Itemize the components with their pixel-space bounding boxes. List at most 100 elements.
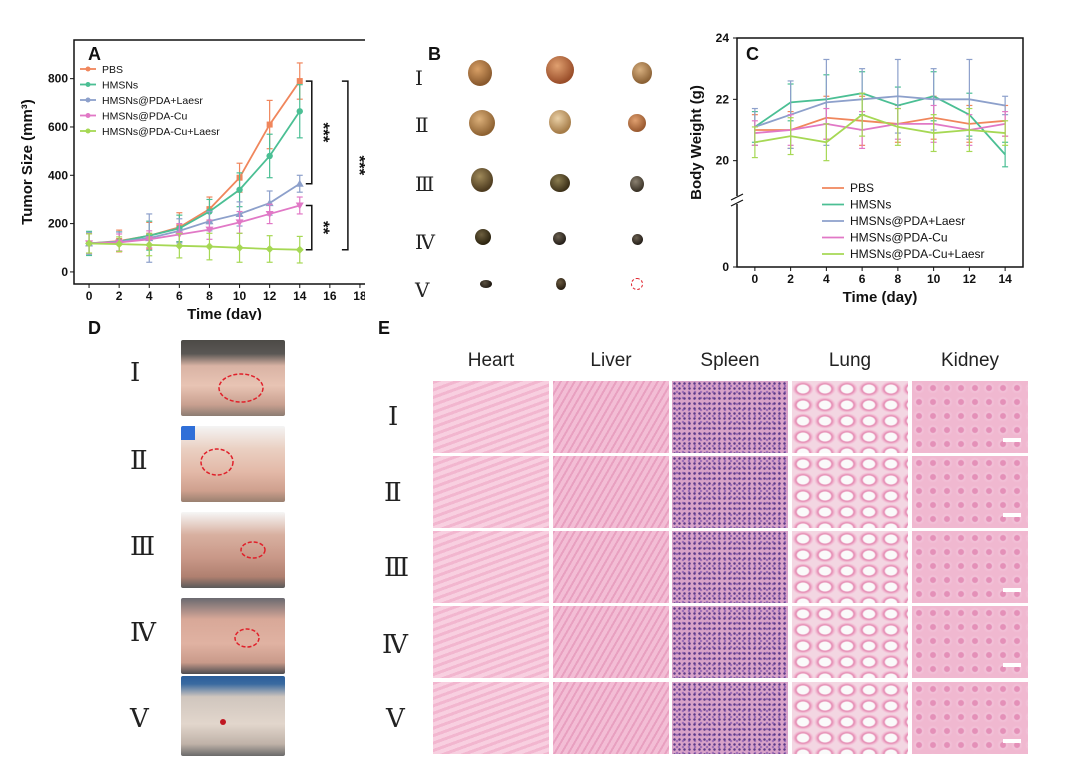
legend-marker [85,82,91,87]
data-point [115,240,124,249]
plot-frame [736,37,1024,268]
organ-heading-spleen: Spleen [700,350,760,371]
data-point [266,121,273,128]
legend-marker [85,97,91,103]
tumor-1-3 [632,62,652,84]
x-tick-label: 8 [895,272,902,286]
axis-break-gap [731,196,743,204]
histology-tile-liver-2 [553,456,669,528]
legend-label: HMSNs@PDA+Laesr [102,95,203,107]
histology-tile-heart-3 [433,531,549,603]
y-tick-label: 22 [716,92,730,106]
data-point [236,186,243,193]
histo-row-label-2: Ⅱ [384,478,402,508]
axis-break-mark [730,199,744,207]
histology-tile-lung-3 [792,531,908,603]
tumor-3-2 [550,174,570,192]
chart-a: 0 2 4 6 8 10 12 14 16 18 0 200 400 600 800 Time (day) Tu… [19,39,365,320]
row-label-2: Ⅱ [415,113,429,137]
data-point [296,108,303,115]
histology-tile-heart-1 [433,381,549,453]
data-point [205,242,214,251]
tumor-4-3 [632,234,643,245]
histology-tile-kidney-5 [912,682,1028,754]
histology-tile-kidney-1 [912,381,1028,453]
organ-heading-kidney: Kidney [940,350,1000,371]
mouse-label-3: Ⅲ [130,532,156,562]
legend-label: HMSNs@PDA-Cu [102,111,187,123]
legend-label: HMSNs@PDA+Laesr [850,214,965,228]
organ-heading-lung: Lung [828,350,872,371]
y-tick-label: 24 [716,31,730,45]
y-tick-label: 800 [48,72,68,86]
row-label-3: Ⅲ [415,172,435,196]
histology-tile-kidney-2 [912,456,1028,528]
legend-label: PBS [850,181,874,195]
row-label-1: Ⅰ [415,66,423,90]
mouse-photo-3 [181,512,285,588]
row-label-4: Ⅳ [415,230,435,254]
mouse-photo-4 [181,598,285,674]
mouse-photo-1 [181,340,285,416]
histology-tile-liver-1 [553,381,669,453]
histology-tile-heart-4 [433,606,549,678]
data-point [265,210,274,218]
y-axis-title: Body Weight (g) [688,85,705,200]
tumor-3-3 [630,176,644,192]
data-point [145,240,154,249]
scale-bar [1003,513,1021,517]
significance-bracket [341,80,349,251]
x-tick-label: 12 [963,272,977,286]
tumor-3-1 [471,168,493,192]
legend-label: HMSNs [102,80,138,92]
x-tick-label: 6 [176,289,183,303]
tumor-4-1 [475,229,491,245]
legend-label: HMSNs [850,198,891,212]
tumor-2-3 [628,114,646,132]
data-point [205,226,214,234]
x-tick-label: 18 [353,289,365,303]
histology-tile-spleen-3 [672,531,788,603]
histology-tile-kidney-3 [912,531,1028,603]
significance-label: ** [314,221,333,235]
tumor-5-3-absent [631,278,643,290]
x-tick-label: 10 [233,289,247,303]
plot-frame [73,39,365,285]
scale-bar [1003,663,1021,667]
significance-bracket [305,80,313,185]
series-line-0 [754,116,1006,131]
histology-tile-lung-5 [792,682,908,754]
tumor-1-2 [546,56,574,84]
x-axis-title: Time (day) [843,289,918,306]
data-point [235,219,244,227]
histo-row-label-3: Ⅲ [384,553,410,583]
x-tick-label: 2 [116,289,123,303]
legend-label: HMSNs@PDA-Cu [850,231,948,245]
data-point [295,202,304,210]
histo-row-label-5: Ⅴ [386,704,405,734]
x-tick-label: 4 [823,272,830,286]
series-line-3 [754,122,1006,134]
data-point [175,241,184,250]
histology-tile-kidney-4 [912,606,1028,678]
x-tick-label: 14 [293,289,307,303]
mouse-photo-5 [181,676,285,756]
legend-marker [85,66,91,72]
scale-bar [1003,588,1021,592]
x-tick-label: 0 [86,289,93,303]
y-tick-label: 20 [716,154,730,168]
y-tick-label: 0 [722,260,729,274]
histology-tile-lung-2 [792,456,908,528]
x-tick-label: 2 [787,272,794,286]
histology-tile-liver-3 [553,531,669,603]
tumor-2-2 [549,110,571,134]
histology-tile-spleen-4 [672,606,788,678]
mouse-label-1: Ⅰ [130,358,141,388]
data-point [85,239,94,248]
scale-bar [1003,438,1021,442]
mouse-label-4: Ⅳ [130,618,156,648]
x-tick-label: 12 [263,289,277,303]
histology-tile-heart-5 [433,682,549,754]
series-line-4 [89,242,300,251]
